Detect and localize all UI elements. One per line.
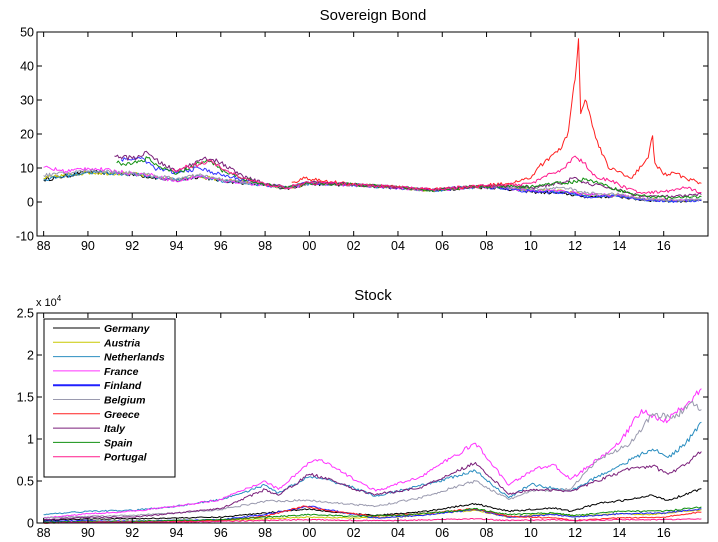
stock-y-multiplier-exponent: 4: [57, 294, 62, 303]
stock-x-tick-label: 04: [391, 526, 405, 540]
legend-label-finland: Finland: [104, 380, 142, 392]
legend-label-belgium: Belgium: [104, 395, 145, 407]
legend-box: [43, 318, 176, 478]
legend-label-italy: Italy: [104, 423, 126, 435]
sovereign-bond-title: Sovereign Bond: [320, 7, 427, 24]
bond-y-tick-label: 40: [20, 60, 34, 74]
bond-series-line-greece: [291, 38, 702, 191]
bond-x-tick-label: 92: [125, 239, 139, 253]
stock-x-tick-label: 06: [435, 526, 449, 540]
stock-x-tick-label: 14: [612, 526, 626, 540]
bond-x-tick-label: 04: [391, 239, 405, 253]
bond-y-tick-label: 0: [27, 196, 34, 210]
bond-x-tick-label: 14: [612, 239, 626, 253]
stock-series-line-spain: [43, 506, 702, 523]
stock-series-line-germany: [43, 488, 702, 522]
stock-y-ticks: 0 0.5 1 1.5 2 2.5: [17, 307, 708, 531]
bond-x-tick-label: 12: [568, 239, 582, 253]
bond-y-tick-label: -10: [16, 230, 34, 244]
stock-x-tick-label: 88: [37, 526, 51, 540]
bond-y-tick-label: 50: [20, 26, 34, 40]
legend-items: Germany Austria Netherlands France Finland Be…: [53, 323, 165, 464]
stock-y-tick-label: 0: [27, 517, 34, 531]
stock-x-tick-label: 92: [125, 526, 139, 540]
bond-y-tick-label: 30: [20, 94, 34, 108]
stock-series-line-italy: [43, 451, 702, 521]
stock-x-tick-label: 00: [302, 526, 316, 540]
stock-x-tick-label: 96: [214, 526, 228, 540]
bond-y-tick-label: 20: [20, 128, 34, 142]
legend-label-greece: Greece: [104, 409, 140, 421]
stock-legend: Germany Austria Netherlands France Finland Be…: [43, 318, 176, 478]
bond-x-tick-label: 10: [524, 239, 538, 253]
stock-y-tick-label: 1: [27, 433, 34, 447]
stock-series-line-france: [43, 388, 702, 519]
sovereign-bond-series-group: [43, 38, 702, 203]
bond-y-tick-label: 10: [20, 162, 34, 176]
bond-x-tick-label: 06: [435, 239, 449, 253]
legend-label-germany: Germany: [104, 323, 151, 335]
stock-y-multiplier-base: x 10: [36, 297, 57, 309]
stock-series-group: [43, 388, 702, 524]
bond-x-tick-label: 90: [81, 239, 95, 253]
legend-label-spain: Spain: [104, 437, 133, 449]
legend-label-netherlands: Netherlands: [104, 352, 165, 364]
stock-x-tick-label: 10: [524, 526, 538, 540]
bond-x-tick-label: 88: [37, 239, 51, 253]
stock-x-ticks: 88 90 92 94 96 98 00 02 04 06 08 10 12 14 16: [37, 313, 671, 540]
sovereign-bond-panel: Sovereign Bond -10 0 10 20 30 40 50 88 90 92 94 96…: [16, 7, 709, 253]
bond-series-line-italy: [114, 150, 702, 199]
bond-series-line-finland: [120, 156, 702, 203]
stock-x-tick-label: 08: [480, 526, 494, 540]
stock-x-tick-label: 16: [657, 526, 671, 540]
stock-y-multiplier: x 104: [36, 294, 62, 309]
stock-axes-box: [36, 312, 709, 524]
bond-x-tick-label: 02: [347, 239, 361, 253]
bond-x-tick-label: 08: [480, 239, 494, 253]
bond-series-line-portugal: [171, 155, 702, 195]
stock-y-tick-label: 2.5: [17, 307, 34, 321]
sovereign-bond-x-ticks: 88 90 92 94 96 98 00 02 04 06 08 10 12 14 16: [37, 32, 671, 253]
stock-title: Stock: [354, 287, 392, 304]
legend-label-france: France: [104, 366, 139, 378]
stock-series-line-belgium: [43, 400, 702, 519]
legend-label-austria: Austria: [103, 337, 140, 349]
stock-x-tick-label: 94: [170, 526, 184, 540]
sovereign-bond-axes-box: [36, 31, 709, 237]
stock-y-tick-label: 1.5: [17, 391, 34, 405]
stock-x-tick-label: 12: [568, 526, 582, 540]
bond-x-tick-label: 16: [657, 239, 671, 253]
stock-panel: Stock x 104 00.511.522.5 88 90 92 94 96 98 00 0…: [17, 287, 709, 540]
bond-x-tick-label: 98: [258, 239, 272, 253]
stock-series-line-portugal: [43, 518, 702, 524]
stock-x-tick-label: 98: [258, 526, 272, 540]
stock-y-tick-label: 0.5: [17, 475, 34, 489]
bond-x-tick-label: 96: [214, 239, 228, 253]
stock-y-tick-label: 2: [27, 349, 34, 363]
bond-x-tick-label: 94: [170, 239, 184, 253]
bond-x-tick-label: 00: [302, 239, 316, 253]
stock-x-tick-label: 90: [81, 526, 95, 540]
sovereign-bond-y-ticks: -10 0 10 20 30 40 50: [16, 26, 708, 244]
stock-x-tick-label: 02: [347, 526, 361, 540]
legend-label-portugal: Portugal: [104, 452, 148, 464]
